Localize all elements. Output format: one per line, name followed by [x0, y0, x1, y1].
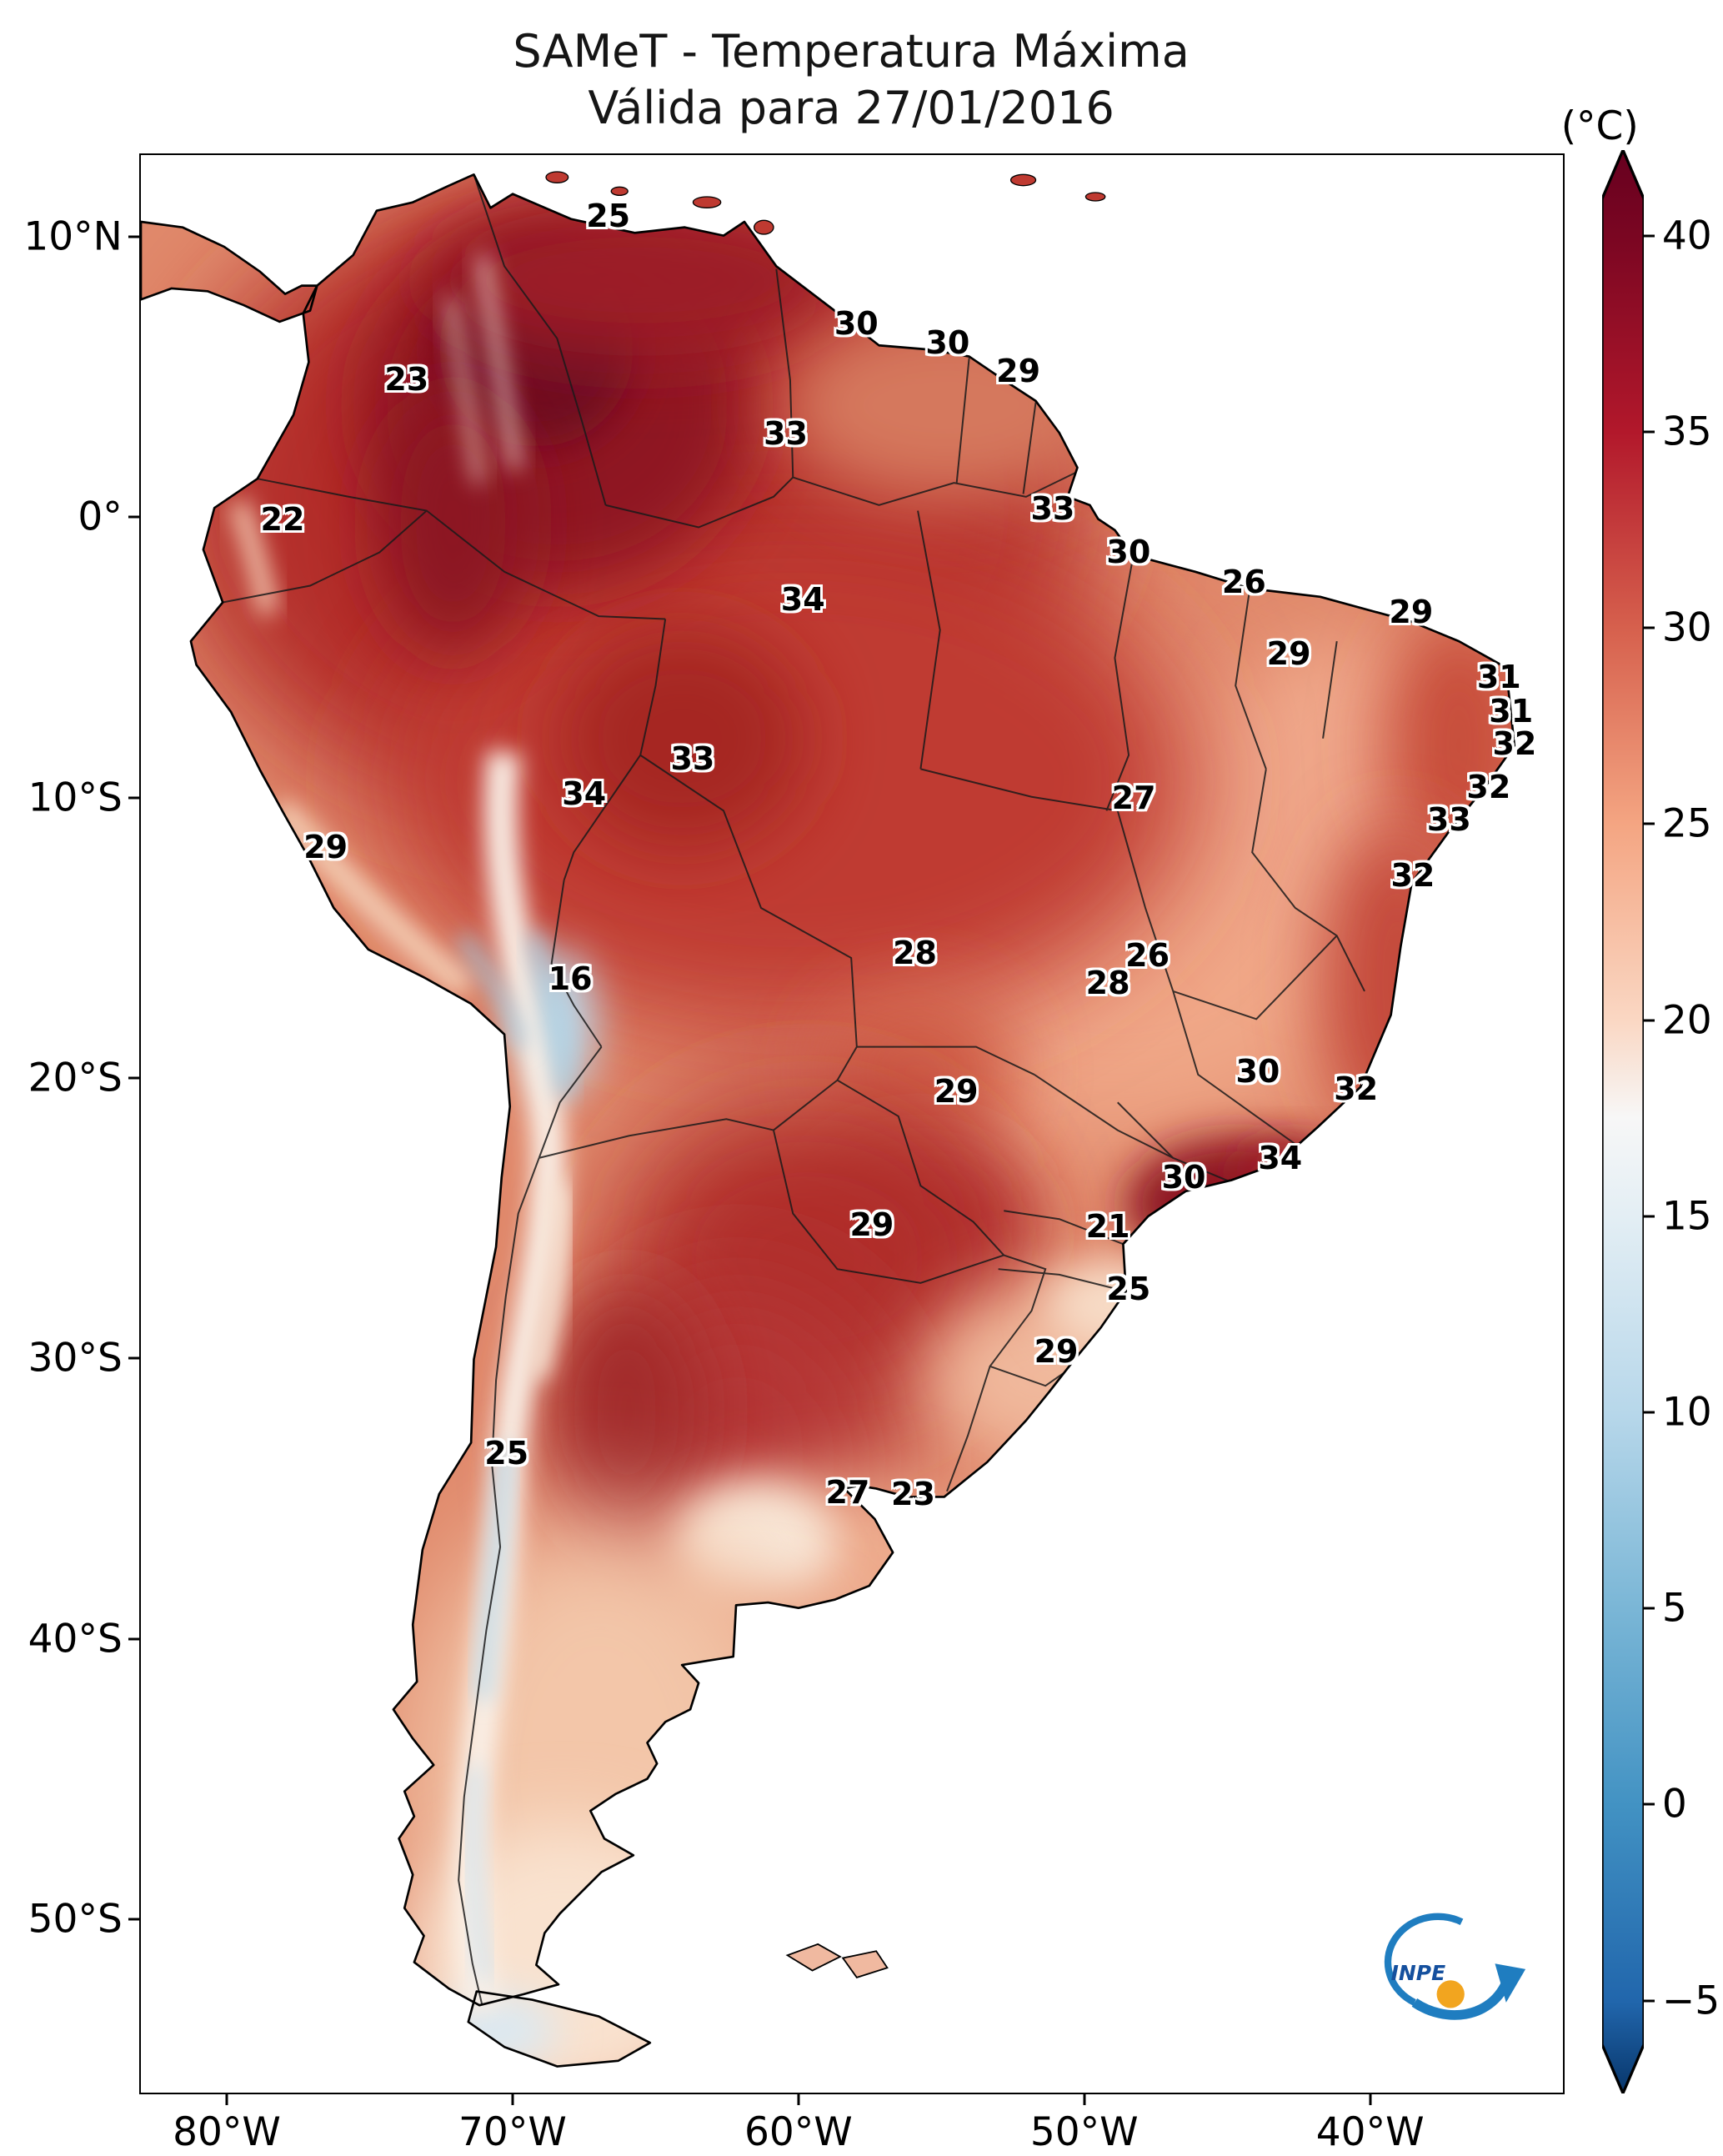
colorbar-tick-label: 5 — [1661, 1585, 1687, 1632]
colorbar-tick-mark — [1643, 1607, 1655, 1610]
lon-tick-mark — [797, 2093, 800, 2105]
colorbar-tick-label: 20 — [1661, 997, 1712, 1044]
lat-tick-label: 10°S — [28, 775, 123, 821]
colorbar-tick-mark — [1643, 234, 1655, 238]
lat-tick-mark — [128, 515, 139, 519]
map-subtitle: Válida para 27/01/2016 — [588, 82, 1114, 134]
lat-tick-mark — [128, 1356, 139, 1360]
inpe-logo-orange-dot — [1436, 1979, 1465, 2008]
colorbar-tick-label: 10 — [1661, 1389, 1712, 1436]
colorbar-tick-label: 0 — [1661, 1781, 1687, 1828]
map-plot-area: INPE — [138, 153, 1565, 2094]
colorbar-tick-label: 15 — [1661, 1193, 1712, 1240]
lat-tick-label: 50°S — [28, 1896, 123, 1943]
lat-tick-mark — [128, 235, 139, 238]
lat-tick-label: 10°N — [23, 213, 123, 260]
lon-tick-label: 40°W — [1315, 2108, 1425, 2155]
colorbar-gradient — [1601, 150, 1644, 2093]
lat-tick-mark — [128, 1918, 139, 1921]
colorbar-tick-mark — [1643, 1999, 1655, 2003]
lat-tick-mark — [128, 796, 139, 800]
colorbar-tick-mark — [1643, 822, 1655, 825]
colorbar-tick-mark — [1643, 1411, 1655, 1414]
lat-tick-mark — [128, 1076, 139, 1080]
country-borders — [222, 173, 1365, 2006]
lat-tick-mark — [128, 1637, 139, 1641]
lon-tick-label: 60°W — [744, 2108, 853, 2155]
colorbar-tick-mark — [1643, 626, 1655, 629]
colorbar-tick-mark — [1643, 1803, 1655, 1806]
colorbar-tick-label: 40 — [1661, 213, 1712, 259]
colorbar-tick-mark — [1643, 1215, 1655, 1218]
lon-tick-mark — [225, 2093, 228, 2105]
south-america-map: INPE — [140, 170, 1525, 2068]
colorbar-tick-mark — [1643, 430, 1655, 434]
lat-tick-label: 30°S — [28, 1335, 123, 1381]
colorbar-tick-label: 25 — [1661, 800, 1712, 847]
colorbar-tick-label: 30 — [1661, 604, 1712, 651]
heatmap-shading — [140, 173, 1515, 2067]
lon-tick-label: 70°W — [458, 2108, 567, 2155]
colorbar — [1601, 150, 1644, 2093]
colorbar-tick-label: 35 — [1661, 409, 1712, 455]
lon-tick-label: 80°W — [173, 2108, 281, 2155]
inpe-logo: INPE — [1384, 1913, 1525, 2020]
lat-tick-label: 20°S — [28, 1055, 123, 1101]
lon-tick-mark — [1083, 2093, 1086, 2105]
colorbar-tick-label: −5 — [1661, 1978, 1720, 2024]
inpe-logo-text: INPE — [1390, 1961, 1445, 1985]
lon-tick-mark — [1369, 2093, 1372, 2105]
lon-tick-label: 50°W — [1029, 2108, 1139, 2155]
colorbar-unit-label: (°C) — [1560, 103, 1639, 150]
map-title: SAMeT - Temperatura Máxima — [513, 25, 1190, 78]
coastline — [140, 173, 1515, 2068]
islands — [545, 170, 1106, 1978]
lat-tick-label: 0° — [78, 494, 123, 540]
lon-tick-mark — [511, 2093, 514, 2105]
lat-tick-label: 40°S — [28, 1616, 123, 1662]
colorbar-tick-mark — [1643, 1019, 1655, 1022]
